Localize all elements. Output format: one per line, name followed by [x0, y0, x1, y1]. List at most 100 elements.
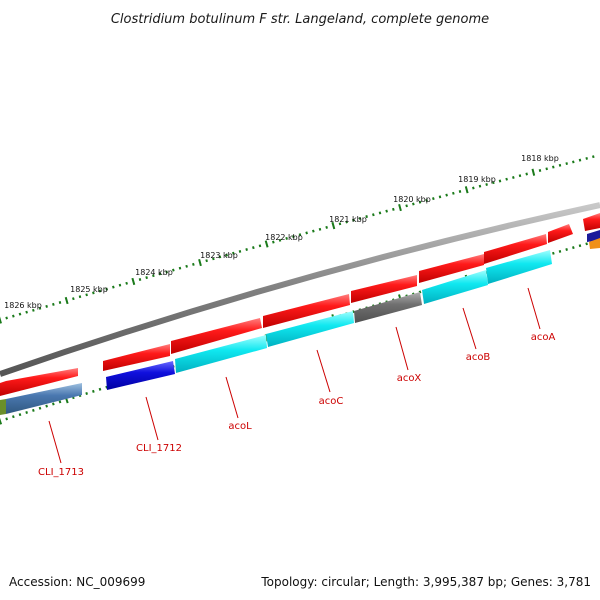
minor-tick [305, 231, 308, 235]
gene-arrow[interactable] [354, 292, 422, 323]
leader-line [48, 420, 62, 464]
minor-tick [58, 400, 62, 404]
leader-line [462, 307, 477, 350]
minor-tick [172, 268, 175, 272]
minor-tick [578, 244, 582, 248]
accession-text: Accession: NC_009699 [9, 575, 145, 589]
minor-tick [92, 291, 95, 295]
leader-line [225, 376, 239, 419]
minor-tick [138, 278, 142, 281]
gene-arrow[interactable] [266, 311, 354, 347]
minor-tick [485, 183, 488, 186]
minor-tick [352, 310, 355, 314]
gene-arrow[interactable] [0, 368, 78, 396]
minor-tick [445, 193, 448, 197]
kbp-label-1819: 1819 kbp [458, 175, 496, 184]
major-tick [0, 417, 3, 425]
minor-tick [452, 191, 455, 195]
gene-label-CLI_1713[interactable]: CLI_1713 [38, 467, 84, 478]
minor-tick [38, 306, 42, 310]
gene-arrow[interactable] [484, 234, 547, 264]
minor-tick [205, 259, 208, 263]
minor-tick [78, 295, 82, 299]
gene-arrow[interactable] [351, 275, 417, 303]
leader-line [316, 349, 331, 393]
gene-label-CLI_1712[interactable]: CLI_1712 [136, 443, 182, 454]
minor-tick [18, 312, 22, 316]
gene-arrow[interactable] [583, 213, 600, 231]
kbp-labels: 1818 kbp 1819 kbp 1820 kbp 1821 kbp 1822… [4, 154, 559, 310]
gene-arrow[interactable] [589, 238, 600, 249]
gene-arrow[interactable] [175, 335, 267, 373]
kbp-label-1823: 1823 kbp [200, 251, 238, 260]
gene-arrow[interactable] [419, 254, 484, 283]
minor-tick [392, 207, 395, 211]
minor-tick [118, 283, 122, 287]
gene-arrow[interactable] [171, 318, 262, 354]
minor-tick [312, 229, 315, 233]
minor-tick [498, 179, 502, 183]
minor-tick [492, 181, 495, 185]
minor-tick [52, 402, 55, 406]
minor-tick [432, 197, 435, 201]
major-tick [198, 258, 202, 267]
minor-tick [12, 314, 15, 318]
gene-label-acoC[interactable]: acoC [319, 396, 344, 407]
kbp-label-1818: 1818 kbp [521, 154, 559, 163]
outer-tick-ring [0, 155, 595, 324]
leader-line [395, 326, 409, 371]
minor-tick [572, 160, 575, 164]
gene-arrow[interactable] [0, 399, 6, 415]
minor-tick [558, 249, 562, 253]
major-tick [331, 221, 336, 230]
minor-tick [372, 213, 375, 217]
minor-tick [218, 255, 222, 259]
minor-tick [278, 238, 282, 242]
kbp-label-1822: 1822 kbp [265, 233, 303, 242]
gene-arrow[interactable] [486, 250, 552, 284]
minor-tick [192, 262, 195, 266]
minor-tick [12, 415, 15, 419]
minor-tick [552, 251, 555, 255]
minor-tick [405, 204, 408, 208]
minor-tick [225, 253, 228, 257]
gene-label-acoX[interactable]: acoX [397, 373, 422, 384]
gene-arrow[interactable] [587, 230, 600, 242]
minor-tick [412, 202, 415, 206]
gene-arrow[interactable] [103, 344, 170, 371]
kbp-label-1821: 1821 kbp [329, 215, 367, 224]
minor-tick [92, 389, 95, 393]
leader-line [527, 287, 541, 330]
gene-arrow[interactable] [6, 383, 82, 414]
minor-tick [152, 274, 155, 278]
map-title: Clostridium botulinum F str. Langeland, … [111, 12, 489, 27]
gene-labels: CLI_1713 CLI_1712 acoL acoC acoX acoB ac… [38, 332, 555, 478]
minor-tick [472, 186, 475, 190]
minor-tick [298, 233, 302, 237]
minor-tick [418, 200, 422, 204]
minor-tick [545, 167, 548, 171]
minor-tick [5, 316, 8, 320]
minor-tick [505, 177, 508, 181]
gene-label-acoA[interactable]: acoA [531, 332, 556, 343]
gene-arrow[interactable] [263, 294, 350, 328]
gene-label-acoB[interactable]: acoB [466, 352, 491, 363]
minor-tick [512, 176, 515, 179]
minor-tick [585, 156, 588, 160]
genome-summary-text: Topology: circular; Length: 3,995,387 bp… [260, 575, 591, 589]
forward-strand-genes [0, 213, 600, 396]
gene-arrow[interactable] [548, 224, 573, 243]
gene-arrow[interactable] [422, 270, 488, 304]
major-tick [64, 296, 69, 305]
minor-tick [165, 270, 168, 274]
minor-tick [325, 225, 328, 229]
minor-tick [85, 392, 88, 395]
gene-arrow[interactable] [106, 361, 175, 390]
minor-tick [358, 216, 362, 220]
gene-label-acoL[interactable]: acoL [228, 421, 252, 432]
minor-tick [45, 304, 48, 308]
minor-tick [158, 272, 162, 276]
major-tick [0, 316, 2, 324]
minor-tick [538, 169, 542, 172]
